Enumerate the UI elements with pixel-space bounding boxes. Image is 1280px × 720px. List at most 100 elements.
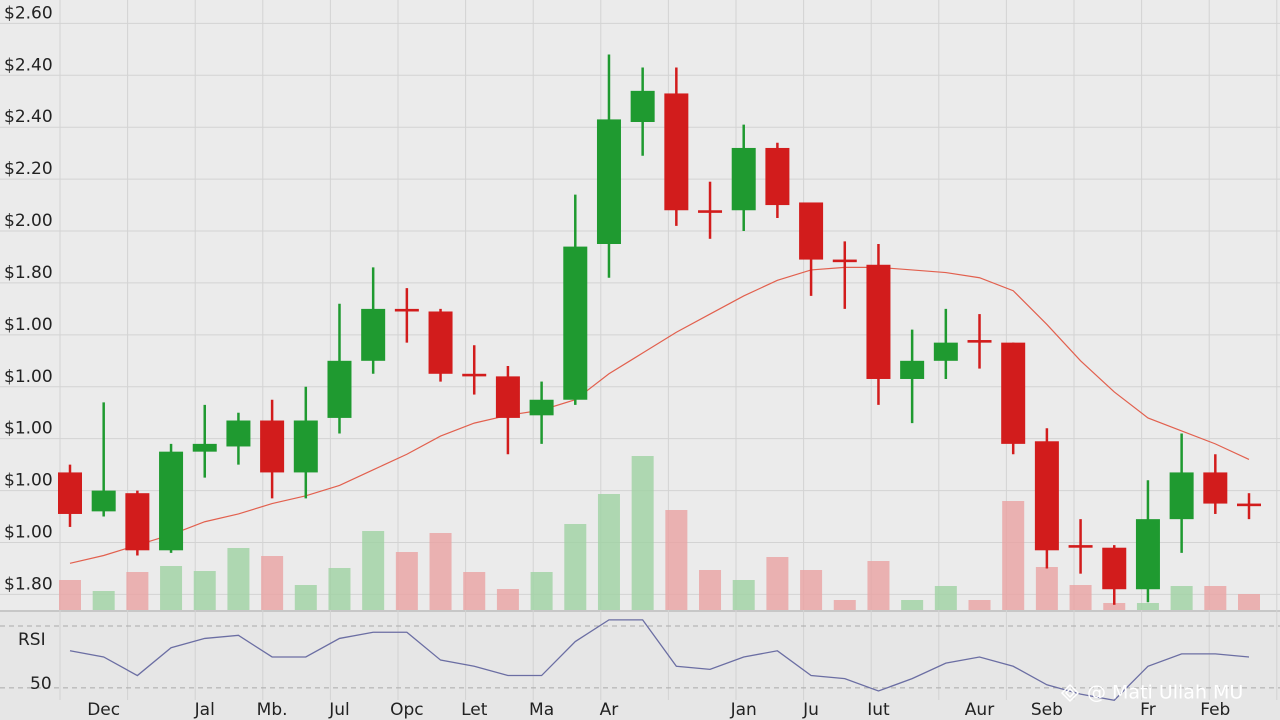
volume-bar bbox=[463, 572, 486, 610]
volume-bar bbox=[968, 600, 991, 610]
candle-body bbox=[1135, 519, 1160, 590]
candle-body bbox=[260, 420, 285, 473]
plot: $1.80 $1.00 $1.00 $1.00 $1.00 $1.00 $1.80 $2.00… bbox=[0, 3, 1280, 720]
x-tick-label: Seb bbox=[1031, 700, 1063, 720]
volume-bar bbox=[1035, 567, 1058, 610]
volume-bar bbox=[766, 557, 789, 610]
candle-body bbox=[1034, 441, 1059, 551]
y-tick-label: $2.40 bbox=[4, 107, 53, 127]
x-tick-label: Jan bbox=[730, 700, 757, 720]
x-tick-label: Jul bbox=[328, 700, 350, 720]
watermark: @ Mati Ullah MU bbox=[1087, 682, 1243, 704]
volume-bar bbox=[328, 568, 351, 610]
volume-bar bbox=[294, 585, 317, 610]
volume-bar bbox=[564, 524, 587, 610]
candle-body bbox=[933, 342, 958, 361]
candle-body bbox=[361, 308, 386, 361]
volume-bar bbox=[597, 494, 620, 610]
volume-bar bbox=[901, 600, 924, 610]
candle-body bbox=[596, 119, 621, 244]
x-tick-label: Jal bbox=[194, 700, 215, 720]
volume-bar bbox=[699, 570, 722, 610]
volume-bar bbox=[1238, 594, 1260, 610]
volume-bar bbox=[496, 589, 519, 610]
volume-bar bbox=[1136, 603, 1159, 610]
x-tick-label: Ju bbox=[802, 700, 819, 720]
x-tick-label: Let bbox=[461, 700, 488, 720]
candle-body bbox=[1102, 547, 1127, 590]
x-tick-label: Aur bbox=[965, 700, 994, 720]
y-tick-label: $1.00 bbox=[4, 471, 53, 491]
candle-body bbox=[1068, 545, 1093, 548]
candle-body bbox=[1203, 472, 1228, 504]
volume-bar bbox=[1103, 603, 1126, 610]
candle-body bbox=[900, 360, 925, 379]
volume-bar bbox=[867, 561, 890, 610]
candle-body bbox=[293, 420, 318, 473]
volume-bar bbox=[395, 552, 418, 610]
volume-bar bbox=[126, 572, 149, 610]
volume-bar bbox=[631, 456, 654, 610]
y-tick-label: $2.40 bbox=[4, 55, 53, 75]
x-tick-label: Ar bbox=[600, 700, 619, 720]
rsi-panel bbox=[0, 612, 1280, 720]
volume-bar bbox=[59, 580, 81, 610]
volume-bar bbox=[1170, 586, 1193, 610]
candle-body bbox=[630, 90, 655, 122]
x-tick-label: Ma bbox=[529, 700, 554, 720]
candle-body bbox=[698, 210, 723, 213]
candle-body bbox=[226, 420, 251, 447]
candle-body bbox=[327, 360, 352, 418]
volume-bar bbox=[530, 572, 553, 610]
moving-average-line bbox=[69, 266, 1250, 564]
y-tick-label: $2.20 bbox=[4, 159, 53, 179]
rsi-label: RSI bbox=[18, 630, 46, 650]
volume-bar bbox=[227, 548, 250, 610]
candle-body bbox=[765, 147, 790, 206]
y-tick-label: $1.00 bbox=[4, 419, 53, 439]
y-tick-label: $2.00 bbox=[4, 211, 53, 231]
x-tick-label: Feb bbox=[1200, 700, 1230, 720]
watermark-icon bbox=[1060, 683, 1080, 703]
volume-bar bbox=[1204, 586, 1227, 610]
candle-body bbox=[462, 373, 487, 377]
volume-bar bbox=[92, 591, 115, 610]
x-tick-label: Fr bbox=[1140, 700, 1156, 720]
volume-bar bbox=[160, 566, 183, 610]
volume-bar bbox=[800, 570, 823, 610]
volume-bar bbox=[429, 533, 452, 610]
candle-body bbox=[394, 308, 419, 312]
candle-body bbox=[967, 340, 992, 343]
x-tick-label: Mb. bbox=[257, 700, 288, 720]
x-tick-label: Opc bbox=[390, 700, 424, 720]
candle-body bbox=[731, 147, 756, 211]
candle-body bbox=[1001, 342, 1026, 444]
candle-body bbox=[91, 490, 116, 512]
candle-body bbox=[125, 493, 150, 551]
y-tick-label: $1.80 bbox=[4, 574, 53, 594]
rsi-tick-label: 50 bbox=[30, 674, 52, 694]
volume-bar bbox=[193, 571, 216, 610]
candle-body bbox=[192, 443, 217, 452]
candle-body bbox=[428, 311, 453, 374]
x-tick-label: Iut bbox=[867, 700, 890, 720]
candle-body bbox=[664, 93, 689, 211]
candle-body bbox=[1237, 503, 1261, 507]
candle-body bbox=[832, 259, 857, 263]
candle-body bbox=[799, 202, 824, 260]
volume-bar bbox=[1069, 585, 1092, 610]
volume-bar bbox=[665, 510, 688, 610]
candle-body bbox=[159, 451, 184, 551]
y-tick-label: $1.00 bbox=[4, 367, 53, 387]
candle-body bbox=[1169, 472, 1194, 520]
x-tick-label: Dec bbox=[87, 700, 120, 720]
y-tick-label: $1.00 bbox=[4, 315, 53, 335]
volume-bar bbox=[362, 531, 385, 610]
volume-bar bbox=[732, 580, 755, 610]
candle-body bbox=[529, 399, 554, 416]
volume-bar bbox=[833, 600, 856, 610]
rsi-line bbox=[69, 619, 1250, 701]
candle-body bbox=[563, 246, 588, 400]
candle-body bbox=[866, 264, 891, 379]
